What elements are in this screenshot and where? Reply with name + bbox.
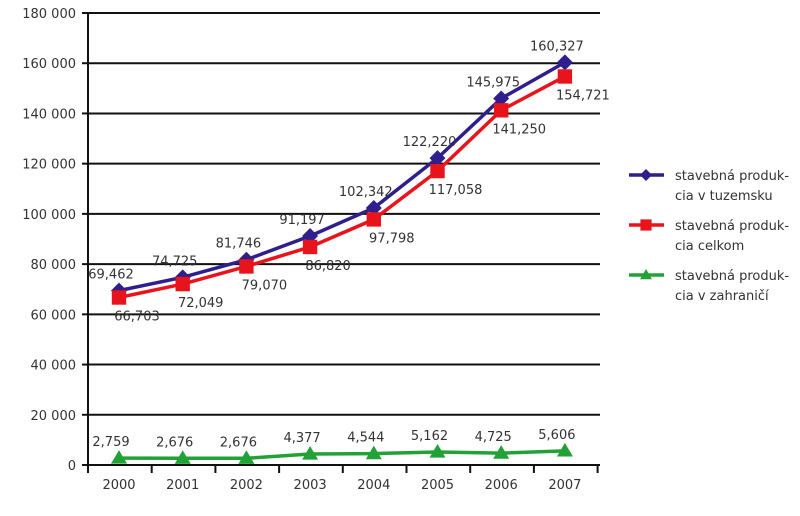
y-tick-label: 180 000 [22, 7, 76, 22]
triangle-marker [429, 444, 446, 458]
series-line [118, 449, 565, 461]
diamond-marker [640, 169, 652, 181]
data-label: 4,377 [283, 431, 320, 446]
legend-label: cia celkom [675, 239, 744, 254]
diamond-marker [556, 54, 573, 71]
legend-label: stavebná produk- [675, 269, 789, 284]
triangle-marker [493, 445, 510, 459]
x-tick-label: 2003 [294, 478, 327, 493]
data-label: 72,049 [178, 296, 224, 311]
triangle-marker [556, 442, 573, 457]
data-label: 122,220 [403, 135, 457, 150]
data-label: 2,676 [220, 435, 257, 450]
y-tick-label: 60 000 [31, 308, 77, 323]
series-line [118, 74, 566, 300]
data-label: 97,798 [369, 231, 415, 246]
diamond-marker [365, 200, 382, 217]
data-label: 74,725 [152, 254, 198, 269]
y-tick-label: 140 000 [22, 107, 76, 122]
data-label: 81,746 [216, 237, 262, 252]
square-marker [111, 290, 127, 305]
data-label: 91,197 [279, 213, 325, 228]
y-tick-label: 100 000 [22, 208, 76, 223]
x-axis: 2000 2001 2002 2003 2004 2005 2006 2007 [82, 464, 600, 493]
x-tick-label: 2006 [485, 478, 518, 493]
data-label: 141,250 [492, 122, 546, 137]
square-marker [640, 219, 652, 231]
data-label: 2,759 [92, 435, 129, 450]
data-label: 66,703 [114, 310, 160, 325]
y-tick-label: 20 000 [31, 409, 77, 424]
square-marker [430, 163, 445, 179]
legend-item: stavebná produk-cia celkom [629, 219, 789, 254]
x-tick-label: 2002 [230, 478, 263, 493]
x-tick-label: 2000 [102, 478, 135, 493]
y-tick-label: 80 000 [31, 258, 77, 273]
legend-label: cia v zahraničí [675, 289, 769, 304]
x-tick-label: 2007 [548, 478, 581, 493]
triangle-marker [302, 446, 319, 460]
x-tick-label: 2001 [166, 478, 199, 493]
series: 69,462 74,725 81,746 91,197 102,342 122,220 14… [88, 39, 610, 464]
triangle-marker [365, 445, 382, 460]
x-tick-label: 2005 [421, 478, 454, 493]
y-tick-label: 0 [68, 459, 76, 474]
triangle-marker [174, 450, 191, 464]
square-marker [302, 239, 318, 255]
square-marker [366, 212, 381, 227]
series-2: 2,759 2,676 2,676 4,377 4,544 5,162 4,725 5,606 [92, 428, 576, 464]
y-tick-label: 40 000 [31, 359, 77, 374]
data-label: 145,975 [466, 75, 520, 90]
legend-item: stavebná produk-cia v zahraničí [629, 269, 789, 304]
square-marker [557, 69, 573, 84]
square-marker [239, 259, 254, 274]
triangle-marker [640, 269, 652, 280]
data-label: 154,721 [556, 88, 610, 103]
legend-item: stavebná produk-cia v tuzemsku [629, 169, 789, 204]
series-line [118, 60, 566, 293]
data-label: 86,820 [305, 259, 351, 274]
diamond-marker [493, 90, 510, 107]
y-tick-label: 120 000 [22, 158, 76, 173]
data-label: 160,327 [530, 39, 584, 54]
data-label: 4,544 [347, 431, 384, 446]
diamond-marker [429, 150, 446, 167]
x-tick-label: 2004 [357, 478, 390, 493]
data-label: 2,676 [156, 435, 193, 450]
triangle-marker [238, 450, 255, 464]
y-axis: 0 20 000 40 000 60 000 80 000 100 000 120 000 1… [22, 7, 89, 474]
data-label: 5,162 [411, 429, 448, 444]
data-label: 69,462 [88, 268, 134, 283]
legend-label: cia v tuzemsku [675, 189, 773, 204]
data-label: 117,058 [429, 183, 483, 198]
data-label: 102,342 [339, 185, 393, 200]
square-marker [494, 103, 509, 118]
data-label: 79,070 [242, 278, 288, 293]
series-1: 66,703 72,049 79,070 86,820 97,798 117,058 141… [111, 69, 610, 325]
legend-label: stavebná produk- [675, 219, 789, 234]
legend-label: stavebná produk- [675, 169, 789, 184]
square-marker [175, 276, 190, 292]
data-label: 4,725 [475, 430, 512, 445]
triangle-marker [111, 450, 127, 464]
y-tick-label: 160 000 [22, 57, 76, 72]
grid [88, 12, 600, 416]
data-label: 5,606 [538, 428, 575, 443]
